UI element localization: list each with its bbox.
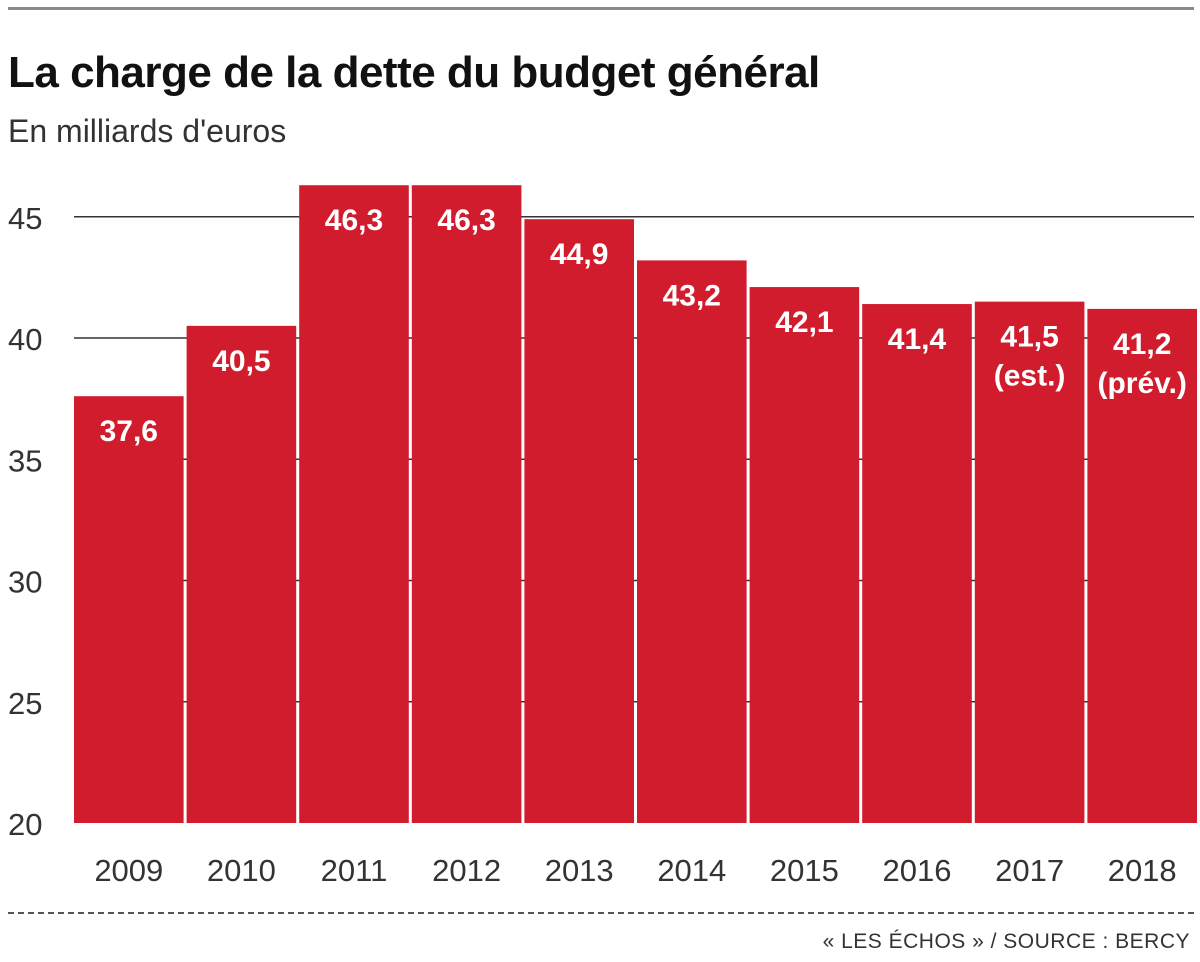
x-tick-label: 2012 [432,853,501,888]
chart-title: La charge de la dette du budget général [8,48,820,97]
x-tick-label: 2010 [207,853,276,888]
bar-chart: 20 25 30 35 40 45 37,6 2009 40,5 2010 46,3 2011 46,3… [8,185,1197,888]
y-tick-label: 25 [8,686,42,721]
x-tick-label: 2018 [1108,853,1177,888]
data-label: 40,5 [212,345,270,378]
source-credit: « LES ÉCHOS » / SOURCE : BERCY [822,930,1190,953]
data-label: 37,6 [100,415,158,448]
y-tick-label: 45 [8,201,42,236]
data-label: 46,3 [325,204,383,237]
data-label: 41,4 [888,323,947,356]
data-label-note: (est.) [994,360,1066,393]
bar [637,260,747,823]
bar [1087,308,1197,823]
y-tick-label: 40 [8,322,42,357]
data-label: 41,5 [1000,321,1058,354]
x-tick-label: 2013 [545,853,614,888]
data-label: 43,2 [663,279,721,312]
bar [749,287,860,823]
top-rule [8,7,1194,10]
x-tick-label: 2015 [770,853,839,888]
y-tick-label: 30 [8,565,42,600]
bar [524,219,634,824]
x-tick-label: 2017 [995,853,1064,888]
data-label: 41,2 [1113,328,1171,361]
bar [862,304,972,823]
bar [74,396,184,823]
bar [411,185,522,824]
x-tick-label: 2014 [657,853,726,888]
data-label-note: (prév.) [1097,367,1186,400]
bar [974,301,1085,823]
footer-divider [8,912,1194,914]
x-tick-label: 2009 [94,853,163,888]
data-label: 44,9 [550,238,608,271]
data-label: 42,1 [775,306,833,339]
y-tick-label: 35 [8,443,42,478]
chart-subtitle: En milliards d'euros [8,113,287,149]
x-tick-label: 2011 [321,853,388,888]
bar [299,185,409,824]
y-tick-label: 20 [8,807,42,842]
data-label: 46,3 [437,204,495,237]
bar [186,325,297,823]
x-tick-label: 2016 [883,853,952,888]
